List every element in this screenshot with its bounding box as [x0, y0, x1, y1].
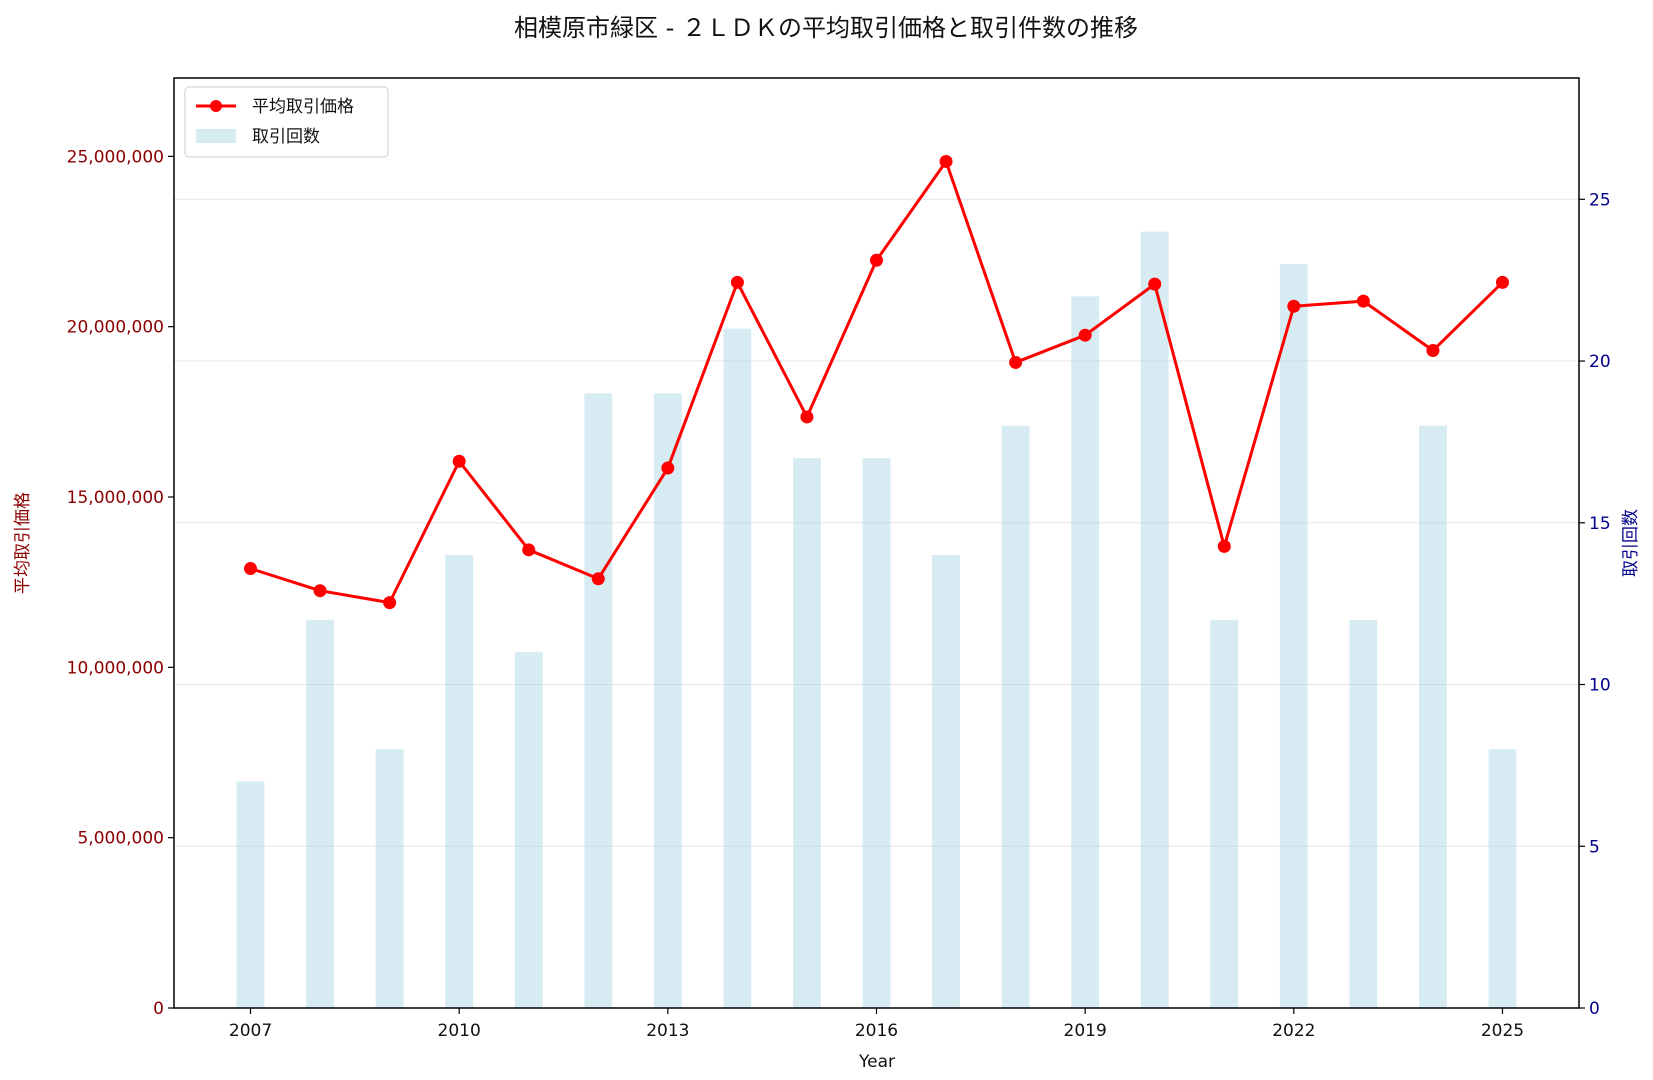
legend-label-count: 取引回数 — [252, 127, 320, 147]
legend: 平均取引価格 取引回数 — [184, 86, 389, 158]
right-tick-label: 0 — [1589, 999, 1600, 1019]
x-tick-label: 2019 — [1064, 1021, 1107, 1041]
right-tick-label: 5 — [1589, 837, 1600, 857]
legend-marker-swatch — [210, 100, 222, 112]
x-tick-label: 2010 — [438, 1021, 481, 1041]
chart-title: 相模原市緑区 - ２ＬＤＫの平均取引価格と取引件数の推移 — [514, 14, 1138, 42]
bar-count-2020 — [1140, 231, 1169, 1009]
price-point-2017 — [939, 154, 953, 168]
price-point-2009 — [383, 596, 397, 610]
price-point-2021 — [1217, 539, 1231, 553]
right-tick-label: 15 — [1589, 514, 1611, 534]
y-axis-left-label: 平均取引価格 — [13, 492, 33, 594]
legend-label-price: 平均取引価格 — [252, 97, 354, 117]
bar-count-2011 — [514, 652, 543, 1008]
left-axis-ticks: 0 5,000,000 10,000,000 15,000,000 20,000,000… — [67, 147, 174, 1019]
bar-count-2019 — [1071, 296, 1100, 1008]
price-point-2023 — [1356, 294, 1370, 308]
x-tick-label: 2007 — [229, 1021, 272, 1041]
x-axis-label: Year — [858, 1052, 895, 1072]
right-axis-ticks: 0 5 10 15 20 25 — [1579, 190, 1611, 1019]
left-tick-label: 5,000,000 — [77, 829, 164, 849]
left-tick-label: 25,000,000 — [67, 147, 164, 167]
price-point-2008 — [313, 584, 327, 598]
bar-count-2015 — [793, 458, 821, 1009]
price-point-2015 — [800, 410, 814, 424]
bar-count-2017 — [932, 555, 960, 1008]
price-point-2020 — [1148, 277, 1162, 291]
right-tick-label: 25 — [1589, 190, 1611, 210]
bar-count-2013 — [653, 393, 682, 1008]
price-point-2019 — [1078, 328, 1092, 342]
bar-count-2012 — [584, 393, 613, 1008]
price-point-2024 — [1426, 344, 1440, 358]
price-point-2010 — [452, 454, 466, 468]
price-point-2018 — [1009, 355, 1023, 369]
bar-count-2025 — [1488, 749, 1517, 1008]
right-tick-label: 10 — [1589, 676, 1611, 696]
right-tick-label: 20 — [1589, 352, 1611, 372]
price-point-2014 — [730, 275, 744, 289]
price-point-2013 — [661, 461, 675, 475]
left-tick-label: 10,000,000 — [67, 658, 164, 678]
bar-count-2016 — [862, 458, 891, 1009]
left-tick-label: 15,000,000 — [67, 488, 164, 508]
x-axis-ticks: 2007 2010 2013 2016 2019 2022 2025 — [229, 1008, 1524, 1041]
x-tick-label: 2022 — [1272, 1021, 1315, 1041]
y-axis-right-label: 取引回数 — [1621, 509, 1641, 577]
bar-layer — [236, 231, 1517, 1009]
price-point-2025 — [1495, 275, 1509, 289]
x-tick-label: 2025 — [1481, 1021, 1524, 1041]
left-tick-label: 20,000,000 — [67, 318, 164, 338]
bar-count-2010 — [445, 555, 474, 1008]
bar-count-2021 — [1210, 619, 1239, 1008]
price-point-2007 — [244, 562, 258, 576]
bar-count-2009 — [375, 749, 404, 1008]
bar-count-2008 — [306, 619, 334, 1008]
x-tick-label: 2013 — [646, 1021, 689, 1041]
bar-count-2014 — [723, 328, 752, 1008]
bar-count-2023 — [1349, 619, 1378, 1008]
bar-count-2024 — [1419, 425, 1447, 1008]
bar-count-2007 — [236, 781, 265, 1008]
price-point-2022 — [1287, 299, 1301, 313]
bar-count-2018 — [1001, 425, 1030, 1008]
bar-count-2022 — [1279, 264, 1308, 1008]
price-point-2012 — [591, 572, 605, 586]
line-layer — [244, 154, 1509, 610]
left-tick-label: 0 — [153, 999, 164, 1019]
price-point-2016 — [870, 253, 883, 267]
price-point-2011 — [522, 543, 536, 557]
legend-bar-swatch — [196, 129, 236, 143]
x-tick-label: 2016 — [855, 1021, 898, 1041]
